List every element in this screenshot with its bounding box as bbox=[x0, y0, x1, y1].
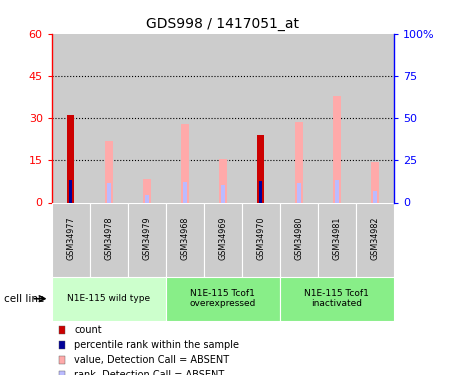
Text: GSM34978: GSM34978 bbox=[104, 216, 113, 260]
Text: GSM34980: GSM34980 bbox=[294, 216, 303, 260]
Bar bbox=[333, 96, 341, 202]
Bar bbox=[204, 202, 242, 277]
Bar bbox=[90, 34, 128, 203]
Text: GSM34982: GSM34982 bbox=[370, 216, 379, 260]
Bar bbox=[69, 180, 72, 203]
Bar bbox=[204, 34, 242, 203]
Text: N1E-115 wild type: N1E-115 wild type bbox=[67, 294, 150, 303]
Bar bbox=[128, 34, 166, 203]
Bar bbox=[280, 34, 318, 203]
Bar bbox=[242, 202, 280, 277]
Bar bbox=[318, 34, 356, 203]
Bar bbox=[145, 195, 148, 202]
Text: cell line: cell line bbox=[4, 294, 45, 304]
Bar bbox=[166, 34, 204, 203]
Bar bbox=[52, 277, 166, 321]
Text: rank, Detection Call = ABSENT: rank, Detection Call = ABSENT bbox=[74, 370, 225, 375]
Bar bbox=[181, 124, 189, 202]
Text: count: count bbox=[74, 325, 102, 335]
Bar bbox=[183, 182, 187, 203]
Bar bbox=[68, 116, 74, 202]
Text: GSM34970: GSM34970 bbox=[256, 216, 265, 260]
Bar bbox=[356, 202, 394, 277]
Text: GSM34969: GSM34969 bbox=[218, 216, 227, 260]
Bar bbox=[280, 202, 318, 277]
Text: GSM34981: GSM34981 bbox=[332, 216, 341, 260]
Bar bbox=[107, 183, 111, 203]
Bar bbox=[295, 122, 302, 202]
Bar bbox=[242, 34, 280, 203]
Bar bbox=[373, 190, 377, 202]
Text: percentile rank within the sample: percentile rank within the sample bbox=[74, 340, 239, 350]
Bar bbox=[90, 202, 128, 277]
Bar bbox=[356, 34, 394, 203]
Text: GSM34979: GSM34979 bbox=[142, 216, 151, 260]
Text: GSM34977: GSM34977 bbox=[66, 216, 75, 260]
Bar bbox=[105, 141, 112, 202]
Text: GSM34968: GSM34968 bbox=[180, 216, 189, 260]
Bar bbox=[335, 180, 339, 203]
Text: value, Detection Call = ABSENT: value, Detection Call = ABSENT bbox=[74, 355, 230, 365]
Bar bbox=[280, 277, 394, 321]
Bar bbox=[221, 185, 225, 202]
Bar bbox=[166, 277, 280, 321]
Bar bbox=[143, 178, 151, 203]
Bar bbox=[318, 202, 356, 277]
Bar bbox=[371, 162, 378, 202]
Bar bbox=[128, 202, 166, 277]
Text: N1E-115 Tcof1
overexpressed: N1E-115 Tcof1 overexpressed bbox=[189, 289, 256, 308]
Bar bbox=[166, 202, 204, 277]
Bar bbox=[257, 135, 264, 202]
Bar bbox=[219, 159, 226, 203]
Text: N1E-115 Tcof1
inactivated: N1E-115 Tcof1 inactivated bbox=[304, 289, 369, 308]
Bar bbox=[297, 183, 301, 203]
Bar bbox=[52, 34, 90, 203]
Bar bbox=[52, 202, 90, 277]
Title: GDS998 / 1417051_at: GDS998 / 1417051_at bbox=[146, 17, 299, 32]
Bar bbox=[259, 181, 262, 203]
